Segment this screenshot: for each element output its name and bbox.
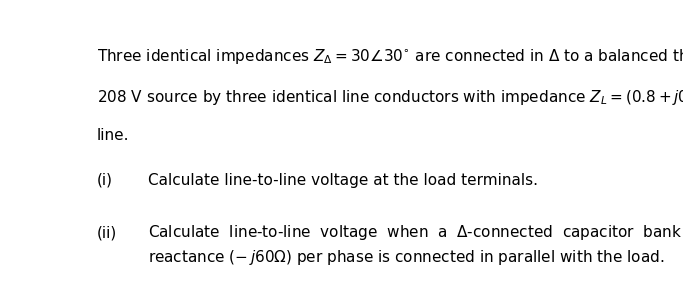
- Text: Calculate  line-to-line  voltage  when  a  $\Delta$-connected  capacitor  bank  : Calculate line-to-line voltage when a $\…: [148, 223, 683, 242]
- Text: Calculate line-to-line voltage at the load terminals.: Calculate line-to-line voltage at the lo…: [148, 173, 538, 188]
- Text: 208 V source by three identical line conductors with impedance $Z_L = (0.8 + j0.: 208 V source by three identical line con…: [97, 88, 683, 107]
- Text: (i): (i): [97, 173, 113, 188]
- Text: line.: line.: [97, 128, 130, 143]
- Text: reactance $(-\, j60\Omega)$ per phase is connected in parallel with the load.: reactance $(-\, j60\Omega)$ per phase is…: [148, 248, 664, 267]
- Text: (ii): (ii): [97, 225, 117, 240]
- Text: Three identical impedances $Z_{\Delta} = 30\angle30^{\circ}$ are connected in $\: Three identical impedances $Z_{\Delta} =…: [97, 47, 683, 66]
